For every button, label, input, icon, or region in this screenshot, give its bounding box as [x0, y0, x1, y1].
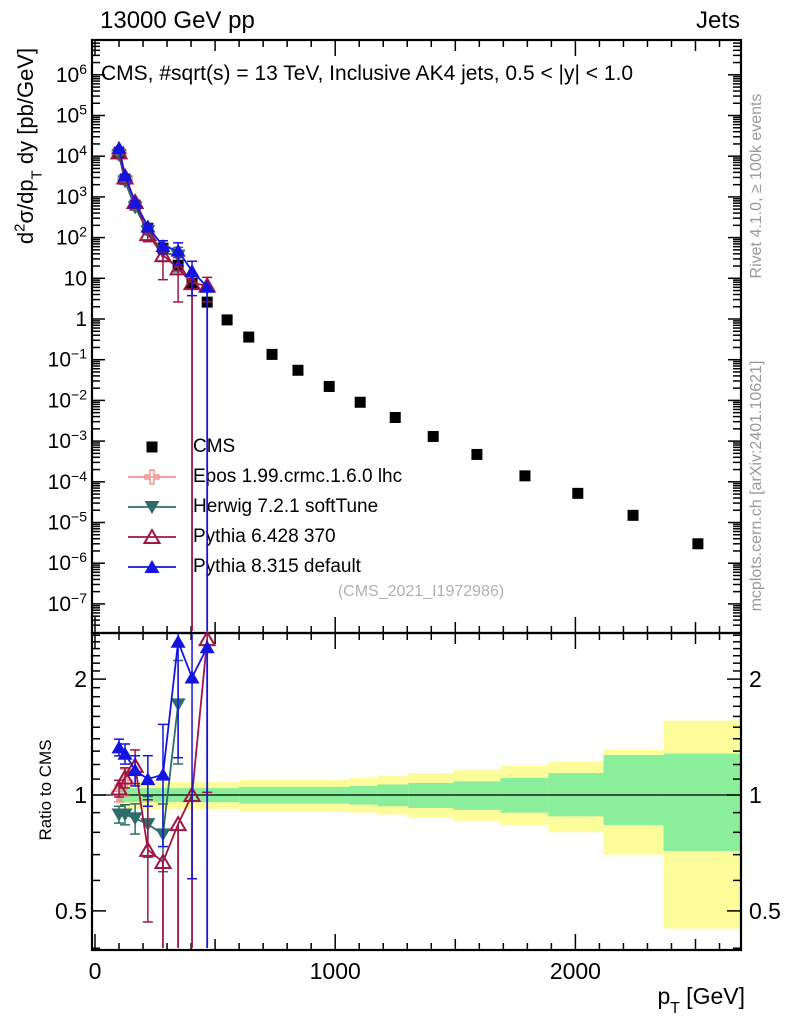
- legend-label-pythia6: Pythia 6.428 370: [193, 526, 336, 547]
- svg-text:105: 105: [56, 102, 87, 128]
- svg-text:10−1: 10−1: [48, 346, 88, 372]
- svg-text:2: 2: [749, 666, 762, 692]
- svg-text:106: 106: [56, 61, 87, 87]
- legend-label-herwig: Herwig 7.2.1 softTune: [193, 496, 379, 517]
- legend-label-epos: Epos 1.99.crmc.1.6.0 lhc: [193, 466, 403, 487]
- rivet-version-note: Rivet 4.1.0, ≥ 100k events: [748, 93, 765, 279]
- legend: CMS Epos 1.99.crmc.1.6.0 lhc Herwig 7.2.…: [127, 432, 402, 582]
- svg-text:102: 102: [56, 224, 87, 250]
- svg-text:10−2: 10−2: [48, 386, 88, 412]
- herwig-triangle-marker-icon: [127, 496, 177, 518]
- legend-label-pythia8: Pythia 8.315 default: [193, 556, 361, 577]
- epos-cross-marker-icon: [127, 466, 177, 488]
- svg-text:10: 10: [64, 267, 87, 290]
- x-axis-label: pT [GeV]: [657, 983, 745, 1018]
- svg-text:0.5: 0.5: [55, 898, 87, 924]
- legend-label-cms: CMS: [193, 436, 236, 457]
- svg-text:104: 104: [56, 142, 87, 168]
- svg-text:2: 2: [74, 666, 87, 692]
- svg-text:2000: 2000: [550, 958, 601, 984]
- pythia6-triangle-marker-icon: [127, 526, 177, 548]
- legend-item-pythia6: Pythia 6.428 370: [127, 522, 402, 552]
- svg-text:0: 0: [89, 958, 102, 984]
- svg-text:1: 1: [749, 782, 762, 808]
- main-y-axis-label: d2σ/dpT dy [pb/GeV]: [11, 47, 46, 245]
- svg-text:10−5: 10−5: [48, 509, 88, 535]
- svg-text:10−6: 10−6: [48, 549, 88, 575]
- mcplots-reference-note: mcplots.cern.ch [arXiv:2401.10621]: [748, 360, 765, 612]
- pythia8-triangle-marker-icon: [127, 556, 177, 578]
- svg-text:103: 103: [56, 183, 87, 209]
- cms-square-marker-icon: [127, 436, 177, 458]
- svg-text:1: 1: [75, 308, 87, 331]
- svg-text:10−3: 10−3: [48, 427, 88, 453]
- svg-text:1000: 1000: [310, 958, 361, 984]
- plot-title: CMS, #sqrt(s) = 13 TeV, Inclusive AK4 je…: [101, 62, 634, 85]
- analysis-topic-label: Jets: [695, 7, 740, 34]
- legend-item-herwig: Herwig 7.2.1 softTune: [127, 492, 402, 522]
- svg-text:10−4: 10−4: [48, 468, 88, 494]
- legend-item-cms: CMS: [127, 432, 402, 462]
- svg-text:0.5: 0.5: [749, 898, 781, 924]
- ratio-y-axis-label: Ratio to CMS: [36, 739, 55, 841]
- legend-item-epos: Epos 1.99.crmc.1.6.0 lhc: [127, 462, 402, 492]
- svg-text:1: 1: [74, 782, 87, 808]
- beam-energy-label: 13000 GeV pp: [100, 7, 255, 34]
- legend-item-pythia8: Pythia 8.315 default: [127, 552, 402, 582]
- analysis-id-watermark: (CMS_2021_I1972986): [337, 583, 505, 600]
